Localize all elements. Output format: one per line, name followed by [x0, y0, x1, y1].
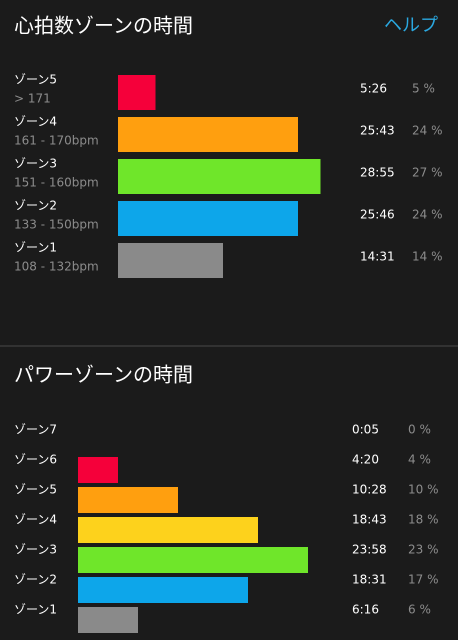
zone-percent: 6 %	[408, 603, 431, 617]
zone-time: 6:16	[352, 603, 379, 617]
zone-time: 28:55	[360, 166, 395, 180]
zone-percent: 4 %	[408, 453, 431, 467]
zone-percent: 27 %	[412, 166, 443, 180]
zone-time: 14:31	[360, 250, 395, 264]
zone-percent: 24 %	[412, 208, 443, 222]
zone-bar	[78, 457, 118, 483]
zone-percent: 10 %	[408, 483, 439, 497]
zone-bar	[118, 117, 298, 152]
zone-name: ゾーン2	[14, 573, 57, 587]
zone-bar	[78, 607, 138, 633]
zone-time: 18:31	[352, 573, 387, 587]
zone-name: ゾーン4	[14, 513, 57, 527]
zone-name: ゾーン6	[14, 453, 57, 467]
zone-name: ゾーン4	[14, 115, 57, 129]
zone-bar	[78, 487, 178, 513]
zone-bar	[118, 159, 321, 194]
zone-bar	[78, 547, 308, 573]
zone-range: 161 - 170bpm	[14, 134, 99, 148]
zone-name: ゾーン7	[14, 423, 57, 437]
zone-bar	[118, 243, 223, 278]
zone-range: 133 - 150bpm	[14, 218, 99, 232]
zone-bar	[78, 517, 258, 543]
zone-time: 23:58	[352, 543, 387, 557]
zone-percent: 0 %	[408, 423, 431, 437]
zone-time: 25:46	[360, 208, 395, 222]
zone-time: 25:43	[360, 124, 395, 138]
zone-time: 10:28	[352, 483, 387, 497]
zone-percent: 17 %	[408, 573, 439, 587]
zone-percent: 24 %	[412, 124, 443, 138]
zone-name: ゾーン3	[14, 543, 57, 557]
zone-range: > 171	[14, 92, 51, 106]
zone-percent: 14 %	[412, 250, 443, 264]
zone-percent: 5 %	[412, 82, 435, 96]
zone-time: 18:43	[352, 513, 387, 527]
zone-name: ゾーン2	[14, 199, 57, 213]
zone-name: ゾーン1	[14, 241, 57, 255]
help-link[interactable]: ヘルプ	[384, 15, 438, 36]
zone-name: ゾーン1	[14, 603, 57, 617]
zone-percent: 18 %	[408, 513, 439, 527]
zone-time: 5:26	[360, 82, 387, 96]
zone-range: 151 - 160bpm	[14, 176, 99, 190]
section-title: 心拍数ゾーンの時間	[14, 14, 193, 38]
zone-name: ゾーン5	[14, 73, 57, 87]
zone-bar	[118, 75, 156, 110]
zone-range: 108 - 132bpm	[14, 260, 99, 274]
zone-name: ゾーン5	[14, 483, 57, 497]
zone-percent: 23 %	[408, 543, 439, 557]
zone-time: 0:05	[352, 423, 379, 437]
zone-name: ゾーン3	[14, 157, 57, 171]
zone-bar	[118, 201, 298, 236]
section-title: パワーゾーンの時間	[14, 363, 193, 387]
zone-time: 4:20	[352, 453, 379, 467]
zone-bar	[78, 577, 248, 603]
